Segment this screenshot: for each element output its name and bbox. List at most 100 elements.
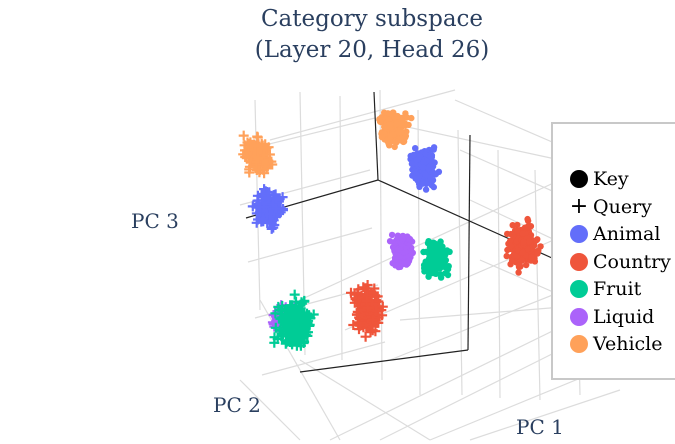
key-point	[419, 164, 427, 171]
key-point	[390, 130, 397, 138]
key-point	[376, 116, 383, 123]
key-point	[378, 133, 386, 141]
key-point	[431, 240, 438, 247]
query-point	[282, 322, 293, 333]
query-point	[293, 337, 304, 348]
key-point	[432, 260, 439, 267]
key-point	[509, 222, 516, 229]
legend-symbol: +	[569, 193, 589, 219]
key-point	[416, 152, 424, 160]
key-point	[381, 109, 388, 116]
query-point	[261, 143, 272, 154]
key-point	[393, 120, 400, 128]
key-point	[437, 274, 445, 281]
key-point	[392, 138, 399, 145]
grid-line	[329, 319, 576, 441]
data-points	[238, 109, 544, 351]
key-point	[444, 271, 452, 279]
legend-item-fruit[interactable]: Fruit	[569, 276, 641, 302]
grid-line	[299, 359, 431, 441]
cluster-vehicle-key[interactable]	[376, 109, 415, 151]
legend-label: Country	[593, 250, 671, 273]
key-point	[427, 174, 434, 181]
key-point	[425, 164, 432, 172]
query-point	[262, 192, 273, 203]
legend-item-query[interactable]: + Query	[569, 194, 652, 220]
key-point	[521, 224, 529, 231]
cluster-animal-query[interactable]	[247, 184, 288, 234]
legend-label: Vehicle	[593, 333, 663, 355]
cluster-animal-key[interactable]	[407, 144, 443, 193]
key-point	[534, 250, 541, 257]
legend-label: Key	[593, 168, 629, 190]
key-point	[408, 160, 416, 168]
key-point	[507, 237, 514, 245]
key-point	[446, 248, 453, 255]
query-point	[275, 305, 286, 315]
query-point	[285, 324, 296, 335]
key-point	[397, 137, 404, 144]
grid-line	[497, 149, 501, 399]
query-point	[264, 209, 275, 219]
key-point	[520, 238, 527, 246]
key-point	[412, 145, 419, 152]
query-point	[362, 302, 373, 313]
grid-line	[429, 369, 601, 441]
legend-item-vehicle[interactable]: Vehicle	[569, 331, 663, 357]
key-point	[430, 183, 437, 191]
query-point	[300, 329, 311, 340]
query-point	[291, 296, 301, 307]
query-point	[253, 153, 264, 164]
key-point	[394, 112, 401, 120]
query-point	[361, 295, 372, 306]
key-point	[525, 238, 533, 245]
query-point	[295, 317, 306, 328]
chart-title-line-2: (Layer 20, Head 26)	[254, 37, 490, 63]
cluster-vehicle-query[interactable]	[238, 130, 278, 179]
legend-label: Animal	[593, 223, 661, 245]
query-point	[238, 130, 249, 141]
query-point	[271, 203, 282, 214]
key-point	[430, 146, 437, 153]
legend-item-liquid[interactable]: Liquid	[569, 304, 654, 330]
query-point	[300, 315, 311, 326]
cluster-country-query[interactable]	[346, 280, 388, 342]
axis-line	[373, 91, 379, 181]
legend-item-animal[interactable]: Animal	[569, 221, 660, 247]
key-point	[537, 243, 544, 250]
query-point	[377, 301, 388, 312]
query-point	[260, 161, 271, 172]
grid-line	[457, 129, 463, 396]
grid-line	[247, 227, 373, 263]
query-point	[360, 331, 371, 342]
legend-item-key[interactable]: Key	[569, 166, 629, 192]
cluster-country-key[interactable]	[503, 215, 544, 276]
key-point	[507, 242, 515, 250]
query-point	[275, 313, 286, 324]
key-point	[504, 230, 511, 238]
query-point	[268, 222, 279, 233]
key-point	[430, 169, 437, 176]
query-point	[257, 188, 267, 199]
key-point	[392, 256, 399, 263]
key-point	[438, 249, 445, 256]
legend-label: Query	[593, 195, 652, 218]
grid-line	[269, 89, 456, 141]
legend-symbol	[569, 307, 589, 327]
grid-line	[379, 349, 561, 441]
query-point	[346, 287, 356, 298]
legend-item-country[interactable]: Country	[569, 249, 671, 275]
chart-title: Category subspace (Layer 20, Head 26)	[0, 4, 675, 66]
key-point	[514, 227, 521, 234]
key-point	[519, 230, 527, 237]
query-point	[373, 312, 384, 323]
cluster-fruit-key[interactable]	[420, 238, 453, 281]
query-point	[238, 149, 249, 160]
key-point	[422, 171, 429, 179]
key-point	[391, 143, 398, 151]
key-point	[518, 257, 526, 264]
key-point	[514, 221, 521, 229]
cluster-fruit-query[interactable]	[269, 289, 319, 351]
cluster-liquid-key[interactable]	[386, 231, 416, 271]
